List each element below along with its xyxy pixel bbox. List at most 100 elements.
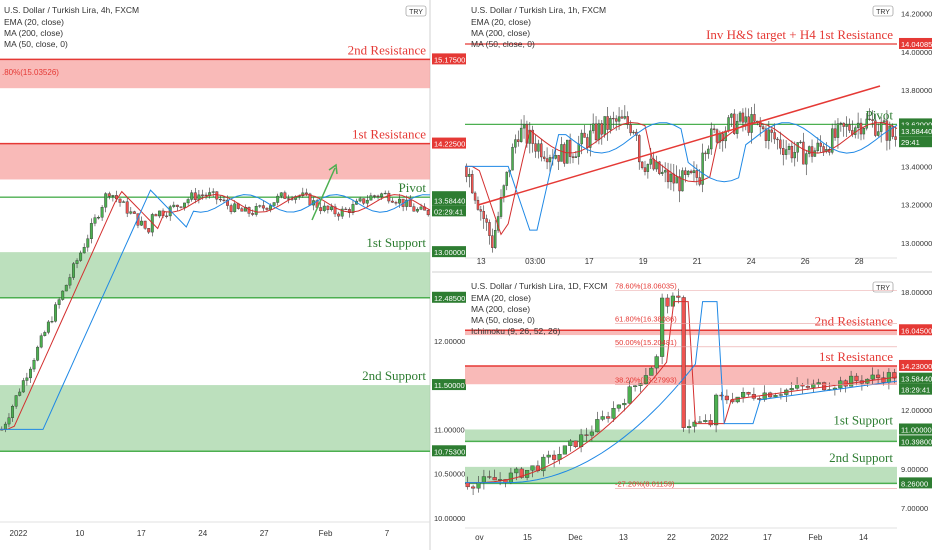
candle <box>530 465 535 471</box>
candle <box>43 332 47 336</box>
x-tick-label: 7 <box>385 529 390 538</box>
candle <box>519 468 524 478</box>
fib-label: 78.60%(18.06035) <box>615 282 677 291</box>
y-tick-label: 14.20000 <box>901 10 932 19</box>
candle <box>287 198 290 200</box>
y-tick-label: 13.58440 <box>901 375 932 384</box>
y-tick-label: 11.00000 <box>901 425 932 434</box>
candle <box>240 208 244 212</box>
x-tick-label: 26 <box>801 257 810 266</box>
candle <box>481 476 486 483</box>
candle <box>97 217 100 219</box>
candle <box>229 205 233 213</box>
candle <box>595 419 600 433</box>
candle <box>678 176 681 192</box>
price-tag <box>899 435 932 447</box>
price-tag <box>899 324 932 336</box>
candle <box>390 200 394 203</box>
candle <box>568 440 573 446</box>
candle <box>665 297 670 307</box>
candle <box>499 197 503 217</box>
chart-title: U.S. Dollar / Turkish Lira, 4h, FXCM <box>4 5 139 15</box>
candle <box>753 114 756 122</box>
x-tick-label: 13 <box>619 533 628 542</box>
indicator-label: MA (200, close) <box>471 304 530 314</box>
candle <box>258 205 262 207</box>
y-tick-label: 12.00000 <box>901 406 932 415</box>
candle <box>552 454 557 460</box>
candle <box>373 195 376 197</box>
candle <box>89 223 93 239</box>
candle <box>301 192 305 196</box>
candle <box>143 220 147 229</box>
candle <box>482 211 485 219</box>
candle <box>201 194 204 196</box>
candle <box>727 117 730 132</box>
candle <box>540 143 543 158</box>
candle <box>800 384 805 387</box>
candle <box>842 122 845 127</box>
candle <box>190 192 194 200</box>
y-tick-label: 13.00000 <box>434 248 465 257</box>
candle <box>606 416 611 419</box>
candle <box>563 144 566 164</box>
zone-label: Inv H&S target + H4 1st Resistance <box>706 27 893 42</box>
candle <box>100 207 104 218</box>
candle <box>514 139 517 148</box>
candle <box>661 171 664 174</box>
zone-label: Pivot <box>399 180 427 195</box>
y-tick-label: 10.39800 <box>901 437 932 446</box>
price-tag <box>432 205 466 217</box>
candle <box>279 192 283 197</box>
candle <box>784 149 788 155</box>
candle <box>597 123 601 141</box>
candle <box>770 129 773 133</box>
candle <box>186 199 190 204</box>
fib-label: 61.80%(16.38086) <box>615 315 677 324</box>
candle <box>272 202 276 206</box>
y-tick-label: 12.00000 <box>434 337 465 346</box>
price-tag <box>899 136 932 148</box>
candle <box>779 139 782 149</box>
candle <box>365 199 369 204</box>
price-tag <box>899 125 932 137</box>
y-tick-label: 18.00000 <box>901 288 932 297</box>
candle <box>362 198 366 204</box>
zone-label: 2nd Resistance <box>815 313 894 328</box>
projection-arrow <box>311 167 336 221</box>
candle <box>132 211 136 214</box>
ema20-line <box>465 121 898 236</box>
candle <box>140 220 143 226</box>
zone-band <box>465 466 897 484</box>
candle <box>623 116 627 119</box>
candle <box>283 192 287 199</box>
candle <box>881 377 886 383</box>
candle <box>640 161 644 168</box>
candle <box>712 128 716 130</box>
candle <box>676 295 681 298</box>
candle <box>21 380 25 393</box>
y-tick-label: 14.00000 <box>901 48 932 57</box>
candle <box>589 431 594 436</box>
candle <box>64 284 68 292</box>
candle <box>724 395 729 401</box>
candle <box>715 129 719 143</box>
candle <box>886 372 891 383</box>
fib-label: 38.20%(13.27993) <box>615 376 677 385</box>
zone-label: 1st Resistance <box>819 349 893 364</box>
candle <box>179 206 183 208</box>
candle <box>710 128 713 150</box>
candle <box>695 170 699 178</box>
y-tick-label: 11.00000 <box>434 425 465 434</box>
candle <box>805 385 810 388</box>
candle <box>492 477 497 481</box>
candle <box>609 117 612 130</box>
y-tick-label: 12.48500 <box>434 294 465 303</box>
y-tick-label: 13.58440 <box>434 196 465 205</box>
indicator-label: EMA (20, close) <box>471 293 531 303</box>
x-tick-label: Feb <box>809 533 823 542</box>
candle <box>498 479 503 481</box>
zone-label: 1st Resistance <box>352 127 426 142</box>
candle <box>583 132 586 138</box>
candle <box>351 204 355 213</box>
